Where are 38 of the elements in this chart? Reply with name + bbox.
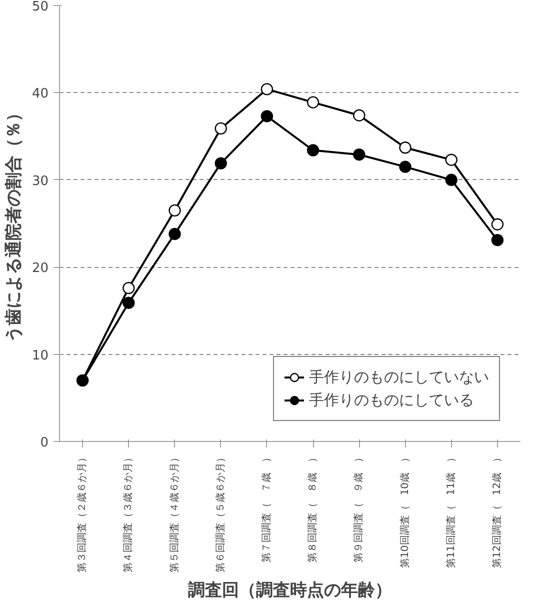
- point: [353, 109, 366, 122]
- y-tick-label: 10: [32, 348, 49, 364]
- x-tick-label: 第８回調査（ ８歳 ）: [306, 452, 319, 562]
- point: [260, 110, 274, 122]
- point: [306, 96, 320, 108]
- x-axis-title: 調査回（調査時点の年齢）: [188, 580, 392, 600]
- point: [214, 157, 227, 170]
- y-tick-label: 30: [32, 174, 49, 189]
- x-tick-label: 第６回調査（５歳６か月）: [214, 452, 226, 572]
- point: [445, 154, 458, 166]
- point: [399, 142, 412, 154]
- point: [491, 234, 504, 246]
- point: [353, 148, 366, 161]
- x-tick-label: 第５回調査（４歳６か月）: [168, 452, 180, 572]
- y-tick-label: 50: [32, 0, 49, 14]
- x-tick-label: 第４回調査（３歳６か月）: [122, 452, 134, 572]
- legend-label: 手作りのものにしていない: [309, 368, 489, 386]
- y-tick-label: 20: [32, 261, 49, 276]
- x-tick-label: 第７回調査（ ７歳 ）: [260, 452, 272, 562]
- point: [306, 144, 320, 156]
- point: [491, 218, 504, 230]
- y-axis-title: う歯による通院者の割合（％）: [4, 104, 24, 342]
- y-tick-label: 0: [40, 436, 49, 450]
- x-tick-label: 第９回調査（ ９歳 ）: [352, 452, 365, 562]
- point: [168, 228, 181, 240]
- x-tick-label: 第10回調査（ 10歳 ）: [398, 452, 411, 568]
- x-tick-label: 第３回調査（２歳６か月）: [76, 452, 88, 572]
- point: [122, 296, 135, 309]
- y-tick-label: 40: [32, 86, 49, 102]
- legend-label: 手作りのものにしている: [309, 390, 474, 410]
- x-tick-label: 第11回調査（ 11歳 ）: [444, 452, 457, 568]
- x-tick-label: 第12回調査（ 12歳 ）: [490, 452, 503, 568]
- point: [122, 282, 135, 294]
- point: [445, 174, 458, 186]
- point: [214, 122, 227, 135]
- point: [168, 204, 181, 217]
- point: [399, 160, 412, 173]
- point: [260, 83, 274, 96]
